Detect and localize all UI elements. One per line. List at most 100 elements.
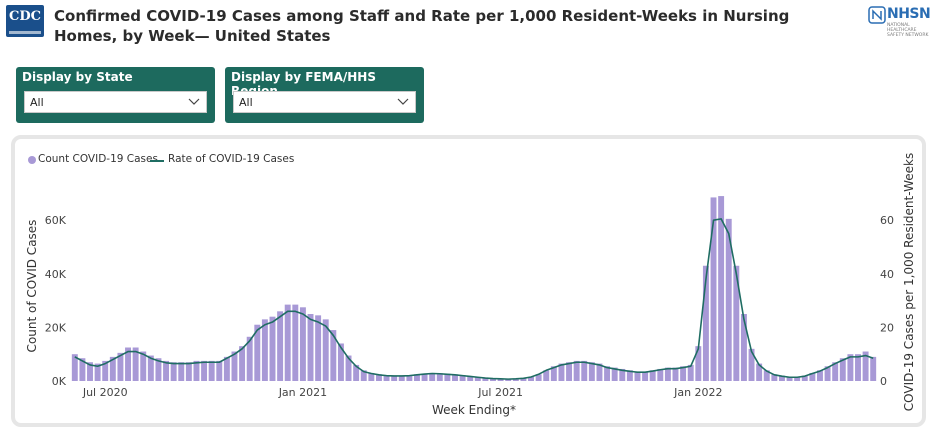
- chart-bar[interactable]: [375, 374, 382, 381]
- chart-bar[interactable]: [862, 351, 869, 381]
- chart-bar[interactable]: [239, 346, 246, 381]
- chart-bar[interactable]: [284, 304, 291, 381]
- chart-bar[interactable]: [740, 314, 747, 381]
- region-select[interactable]: All: [233, 91, 416, 113]
- chart-bar[interactable]: [79, 358, 86, 381]
- chart-bar[interactable]: [147, 355, 154, 381]
- chart-bar[interactable]: [626, 370, 633, 381]
- chart-bar[interactable]: [292, 304, 299, 381]
- chart-bar[interactable]: [467, 376, 474, 381]
- chart-bar[interactable]: [94, 363, 101, 381]
- chart-bar[interactable]: [733, 265, 740, 381]
- chart-bar[interactable]: [680, 366, 687, 381]
- chart-bar[interactable]: [254, 324, 261, 381]
- chart-bar[interactable]: [429, 372, 436, 381]
- chart-bar[interactable]: [444, 373, 451, 381]
- chart-bar[interactable]: [406, 375, 413, 381]
- chart-bar[interactable]: [702, 265, 709, 381]
- chart-bar[interactable]: [109, 356, 116, 381]
- chart-bar[interactable]: [649, 370, 656, 381]
- chart-bar[interactable]: [383, 375, 390, 381]
- chart-bar[interactable]: [322, 319, 329, 381]
- chart-bar[interactable]: [360, 370, 367, 381]
- chart-bar[interactable]: [619, 368, 626, 381]
- chart-bar[interactable]: [398, 375, 405, 381]
- chart-bar[interactable]: [163, 360, 170, 381]
- chart-bar[interactable]: [315, 315, 322, 381]
- chart-bar[interactable]: [725, 218, 732, 381]
- chart-bar[interactable]: [414, 374, 420, 381]
- chart-bar[interactable]: [543, 370, 550, 381]
- chart-bar[interactable]: [672, 367, 679, 381]
- chart-bar[interactable]: [550, 366, 557, 381]
- chart-bar[interactable]: [801, 375, 808, 381]
- chart-bar[interactable]: [246, 336, 253, 381]
- chart-bar[interactable]: [512, 378, 519, 381]
- chart-bar[interactable]: [771, 374, 778, 381]
- chart-bar[interactable]: [611, 367, 618, 381]
- chart-bar[interactable]: [269, 316, 276, 381]
- chart-bar[interactable]: [261, 319, 268, 381]
- chart-bar[interactable]: [337, 343, 344, 381]
- cdc-logo[interactable]: CDC: [6, 5, 44, 37]
- chart-bar[interactable]: [307, 314, 314, 381]
- chart-bar[interactable]: [596, 363, 603, 381]
- chart-bar[interactable]: [573, 360, 580, 381]
- chart-bar[interactable]: [778, 375, 785, 381]
- chart-bar[interactable]: [490, 378, 496, 381]
- chart-bar[interactable]: [102, 360, 109, 381]
- chart-bar[interactable]: [809, 372, 816, 381]
- chart-bar[interactable]: [657, 368, 664, 381]
- chart-bar[interactable]: [277, 311, 284, 381]
- chart-bar[interactable]: [497, 378, 504, 381]
- chart-bar[interactable]: [391, 375, 398, 381]
- chart-bar[interactable]: [710, 197, 717, 381]
- chart-bar[interactable]: [353, 364, 360, 381]
- chart-bar[interactable]: [155, 358, 162, 381]
- chart-bar[interactable]: [566, 362, 573, 381]
- chart-bar[interactable]: [664, 367, 671, 381]
- chart-bar[interactable]: [581, 360, 588, 381]
- chart-bar[interactable]: [368, 372, 375, 381]
- chart-bar[interactable]: [185, 362, 192, 381]
- chart-bar[interactable]: [832, 362, 839, 381]
- chart-bar[interactable]: [117, 352, 124, 381]
- chart-bar[interactable]: [687, 364, 694, 381]
- chart-bar[interactable]: [125, 347, 131, 382]
- chart-bar[interactable]: [452, 374, 458, 381]
- chart-bar[interactable]: [436, 373, 443, 381]
- chart-bar[interactable]: [604, 366, 611, 381]
- chart-bar[interactable]: [132, 347, 139, 382]
- chart-bar[interactable]: [695, 346, 702, 381]
- chart-bar[interactable]: [634, 371, 641, 381]
- chart-bar[interactable]: [299, 307, 306, 381]
- chart-bar[interactable]: [824, 366, 831, 381]
- state-select[interactable]: All: [24, 91, 207, 113]
- chart-bar[interactable]: [520, 378, 527, 381]
- chart-bar[interactable]: [482, 377, 489, 381]
- chart-bar[interactable]: [170, 362, 177, 381]
- chart-bar[interactable]: [223, 356, 230, 381]
- chart-bar[interactable]: [193, 360, 200, 381]
- chart-bar[interactable]: [748, 348, 755, 381]
- chart-bar[interactable]: [474, 376, 481, 381]
- chart-bar[interactable]: [345, 355, 352, 381]
- chart-bar[interactable]: [855, 354, 861, 381]
- chart-bar[interactable]: [558, 363, 565, 381]
- chart-bar[interactable]: [201, 360, 208, 381]
- chart-bar[interactable]: [178, 362, 185, 381]
- chart-bar[interactable]: [140, 351, 147, 381]
- chart-bar[interactable]: [421, 373, 428, 382]
- chart-bar[interactable]: [208, 360, 215, 381]
- chart-bar[interactable]: [642, 371, 649, 381]
- chart-bar[interactable]: [330, 330, 337, 381]
- nhsn-logo[interactable]: NHSN NATIONAL HEALTHCARE SAFETY NETWORK: [868, 6, 931, 38]
- chart-bar[interactable]: [71, 354, 78, 381]
- chart-bar[interactable]: [535, 374, 542, 381]
- chart-bar[interactable]: [459, 375, 466, 381]
- chart-bar[interactable]: [847, 354, 854, 381]
- chart-bar[interactable]: [756, 363, 763, 381]
- chart-bar[interactable]: [718, 196, 725, 381]
- chart-bar[interactable]: [817, 370, 823, 381]
- chart-bar[interactable]: [870, 356, 877, 381]
